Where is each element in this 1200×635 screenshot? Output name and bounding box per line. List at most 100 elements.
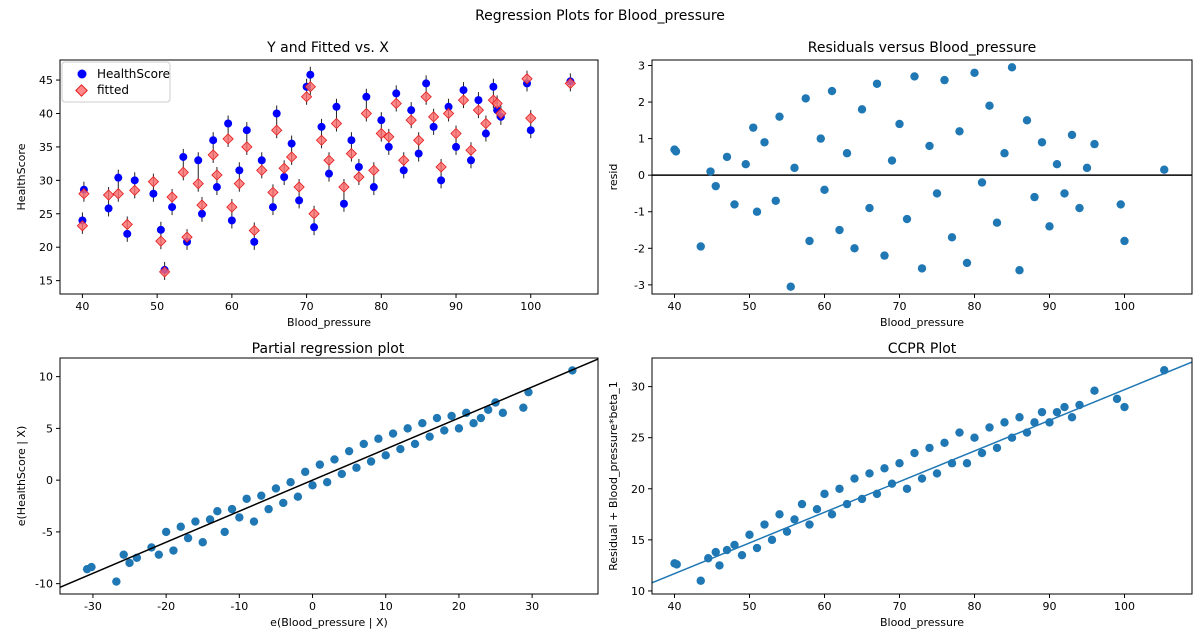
data-point	[801, 94, 810, 103]
y-tick-label: 30	[631, 381, 645, 394]
fitted-point	[304, 81, 316, 93]
fitted-point	[442, 107, 455, 120]
data-point	[696, 576, 705, 585]
x-tick-label: 0	[309, 600, 316, 613]
observed-point	[429, 122, 438, 131]
x-tick-label: 70	[300, 300, 314, 313]
fitted-point	[256, 164, 268, 176]
figure-title: Regression Plots for Blood_pressure	[475, 8, 725, 24]
data-point	[418, 419, 427, 428]
observed-point	[407, 106, 416, 115]
data-point	[308, 481, 317, 490]
fitted-point	[398, 154, 410, 166]
data-point	[1037, 138, 1047, 147]
data-point	[1007, 63, 1017, 72]
data-point	[1120, 236, 1129, 246]
x-tick-label: 80	[968, 600, 982, 613]
axes-frame	[651, 357, 1193, 595]
data-point	[330, 455, 339, 464]
data-point	[469, 419, 478, 428]
fitted-point	[112, 188, 124, 200]
data-point	[1075, 203, 1084, 213]
fitted-point	[323, 154, 335, 166]
data-point	[970, 68, 979, 77]
data-point	[484, 405, 493, 414]
data-point	[782, 527, 792, 536]
data-point	[388, 429, 398, 438]
fitted-point	[121, 218, 133, 231]
fitted-point	[192, 178, 204, 190]
y-tick-label: 35	[39, 141, 53, 154]
legend-fitted-marker	[75, 84, 88, 97]
x-tick-label: 50	[743, 600, 757, 613]
axes-frame	[59, 59, 599, 295]
data-point	[706, 167, 715, 176]
fitted-point	[147, 176, 160, 188]
data-point	[850, 244, 859, 253]
data-point	[749, 123, 758, 132]
data-point	[835, 225, 844, 235]
legend-observed-marker	[77, 69, 87, 79]
y-tick-label: 25	[631, 432, 645, 445]
axes-frame	[59, 357, 599, 595]
data-point	[366, 457, 376, 466]
data-point	[519, 403, 528, 412]
data-point	[271, 484, 281, 493]
data-point	[198, 538, 207, 547]
observed-point	[474, 96, 483, 105]
data-point	[850, 474, 859, 483]
data-point	[1160, 165, 1169, 174]
data-point	[917, 474, 927, 483]
x-tick-label: 80	[968, 300, 982, 313]
data-point	[279, 498, 288, 508]
y-tick-label: 10	[39, 371, 53, 384]
data-point	[301, 467, 310, 477]
x-tick-label: 40	[668, 300, 682, 313]
x-tick-label: 90	[449, 300, 463, 313]
data-point	[940, 438, 949, 447]
data-point	[985, 101, 994, 110]
observed-point	[325, 169, 333, 178]
fitted-point	[330, 117, 343, 130]
legend: HealthScore fitted	[61, 61, 171, 103]
data-point	[454, 424, 464, 433]
data-point	[410, 439, 420, 449]
data-point	[797, 499, 807, 509]
fitted-point	[315, 134, 328, 146]
observed-point	[194, 156, 203, 165]
data-point	[902, 484, 912, 493]
observed-point	[444, 102, 453, 111]
data-point	[1082, 163, 1092, 173]
data-point	[447, 411, 456, 421]
data-point	[805, 236, 814, 246]
fitted-point	[390, 97, 402, 110]
y-tick-label: 0	[638, 169, 645, 182]
fitted-point	[226, 201, 238, 213]
fitted-point	[353, 171, 365, 183]
observed-point	[459, 86, 468, 95]
data-point	[932, 189, 942, 198]
data-point	[154, 550, 164, 559]
data-point	[786, 282, 795, 291]
observed-point	[257, 156, 266, 165]
fitted-point	[525, 112, 537, 124]
data-point	[462, 408, 471, 418]
x-tick-label: 50	[150, 300, 164, 313]
plot-area: -30 -20 -10 0 10 20 30 -10 -5 0 5 10 e(Blood_pressur…	[15, 357, 599, 629]
data-point	[396, 444, 405, 454]
fitted-point	[248, 224, 260, 237]
y-tick-label: 45	[39, 74, 53, 87]
data-point	[286, 478, 295, 487]
subplot-ccpr: CCPR Plot 40 50 60 70 80 90 100 10 15 20 25 30 Blood…	[607, 341, 1193, 629]
observed-point	[369, 183, 378, 192]
data-point	[1067, 130, 1077, 140]
observed-point	[149, 189, 158, 198]
data-point	[264, 504, 273, 514]
data-point	[1090, 386, 1099, 395]
data-point	[737, 550, 747, 560]
fitted-point	[368, 164, 380, 176]
x-tick-label: 70	[893, 300, 907, 313]
plot-area: 40 50 60 70 80 90 100 10 15 20 25 30 Blood_pressure R…	[607, 357, 1193, 629]
data-point	[344, 446, 354, 456]
y-tick-label: -10	[35, 578, 53, 591]
